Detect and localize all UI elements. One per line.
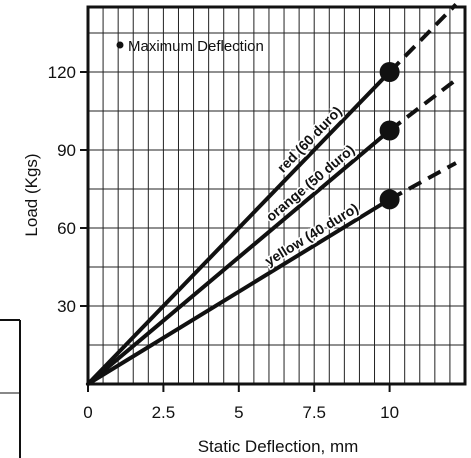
legend: Maximum Deflection bbox=[116, 38, 264, 55]
x-tick-label: 7.5 bbox=[302, 403, 326, 422]
x-tick-label: 0 bbox=[83, 403, 92, 422]
y-axis-ticks: 30 60 90 120 bbox=[48, 63, 88, 316]
x-tick-label: 10 bbox=[380, 403, 399, 422]
max-deflection-markers bbox=[379, 62, 400, 210]
y-tick-label: 90 bbox=[57, 141, 76, 160]
series-extension-2 bbox=[388, 161, 457, 202]
y-tick-label: 30 bbox=[57, 297, 76, 316]
plot-frame bbox=[86, 5, 467, 386]
cropped-box-fragment bbox=[0, 319, 21, 458]
series-line-2 bbox=[86, 197, 392, 386]
series-line-0 bbox=[86, 70, 392, 386]
x-tick-label: 2.5 bbox=[152, 403, 176, 422]
series-extension-0 bbox=[388, 2, 458, 74]
y-tick-label: 120 bbox=[48, 63, 76, 82]
y-axis-title: Load (Kgs) bbox=[22, 153, 41, 236]
max-deflection-marker-1 bbox=[379, 120, 400, 141]
y-tick-label: 60 bbox=[57, 219, 76, 238]
legend-marker-icon bbox=[116, 41, 124, 49]
series-extension-1 bbox=[388, 78, 458, 133]
x-axis-title: Static Deflection, mm bbox=[198, 437, 359, 456]
series-line-1 bbox=[86, 128, 392, 386]
max-deflection-marker-2 bbox=[379, 189, 400, 210]
x-axis-ticks: 0 2.5 5 7.5 10 bbox=[83, 384, 399, 422]
series-lines bbox=[86, 2, 458, 386]
x-tick-label: 5 bbox=[234, 403, 243, 422]
max-deflection-marker-0 bbox=[379, 62, 400, 82]
legend-entry-maximum-deflection: Maximum Deflection bbox=[128, 38, 264, 55]
